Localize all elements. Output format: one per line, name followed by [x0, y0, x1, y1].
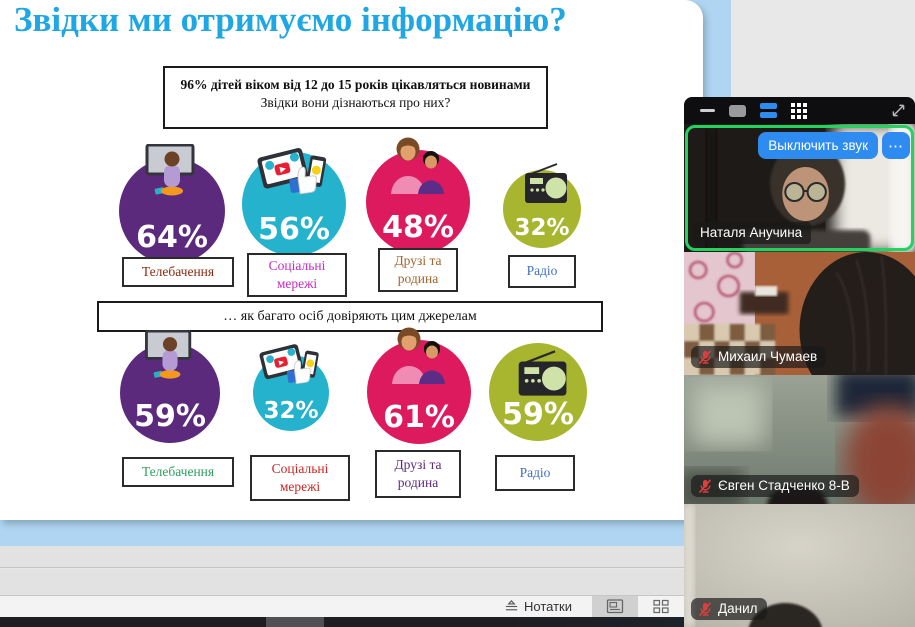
- expand-icon[interactable]: [890, 102, 907, 119]
- family-icon: [392, 327, 445, 384]
- stat-circle-family-r2: 61%: [367, 327, 471, 444]
- stat-circle-social-r2: 32%: [253, 343, 329, 431]
- stat-label-social-r2: Соціальні мережі: [250, 455, 350, 501]
- social-media-icon: [256, 146, 328, 196]
- normal-view-icon: [606, 599, 624, 614]
- notes-icon: [505, 600, 518, 611]
- participant-video-tile[interactable]: Михаил Чумаев: [684, 252, 915, 375]
- speaker-view-icon[interactable]: [729, 104, 746, 117]
- video-panel-toolbar: [684, 97, 915, 124]
- family-icon: [391, 137, 444, 194]
- participant-video-tile[interactable]: Данил: [684, 504, 915, 627]
- taskbar-app-button[interactable]: [266, 617, 324, 627]
- participant-name: Данил: [718, 601, 758, 616]
- video-feed: [684, 375, 915, 504]
- question-line1: 96% дітей віком від 12 до 15 років цікав…: [180, 77, 531, 92]
- stat-circle-social-r1: 56%: [242, 146, 346, 256]
- more-options-button[interactable]: ⋯: [882, 132, 910, 159]
- normal-view-button[interactable]: [592, 596, 638, 617]
- radio-icon: [517, 350, 568, 397]
- stat-label-tv-r1: Телебачення: [122, 257, 234, 287]
- radio-icon: [524, 163, 568, 204]
- participant-name-tag: Данил: [691, 598, 767, 620]
- mic-muted-icon: [698, 349, 712, 364]
- participant-video-tile[interactable]: Євген Стадченко 8-В: [684, 375, 915, 504]
- stat-value: 48%: [382, 210, 454, 245]
- participant-name: Наталя Анучина: [700, 225, 803, 240]
- stat-label-radio-r1: Радіо: [508, 255, 576, 288]
- stat-label-social-r1: Соціальні мережі: [247, 253, 347, 297]
- stat-value: 61%: [383, 400, 455, 435]
- stat-circle-radio-r1: 32%: [503, 163, 581, 248]
- notes-button[interactable]: Нотатки: [500, 596, 576, 617]
- stat-circle-radio-r2: 59%: [489, 343, 587, 441]
- gallery-grid-icon[interactable]: [791, 102, 807, 119]
- stat-label-radio-r2: Радіо: [495, 455, 575, 491]
- stat-label-family-r2: Друзі та родина: [375, 450, 461, 498]
- notes-label: Нотатки: [524, 599, 572, 614]
- stat-circle-family-r1: 48%: [366, 137, 470, 254]
- minimize-icon[interactable]: [700, 109, 715, 112]
- windows-taskbar: [0, 617, 915, 627]
- stat-value: 59%: [502, 397, 574, 432]
- stat-circle-tv-r1: 64%: [119, 144, 225, 264]
- slide-title: Звідки ми отримуємо інформацію?: [14, 0, 567, 39]
- participant-name: Євген Стадченко 8-В: [718, 478, 850, 493]
- question-box: 96% дітей віком від 12 до 15 років цікав…: [163, 66, 548, 129]
- zoom-video-panel: Выключить звук ⋯ Наталя Анучина: [684, 97, 915, 627]
- stat-value: 59%: [134, 399, 206, 434]
- participant-name: Михаил Чумаев: [718, 349, 818, 364]
- participant-name-tag: Євген Стадченко 8-В: [691, 475, 859, 497]
- tv-child-icon: [145, 330, 192, 381]
- participant-name-tag: Наталя Анучина: [693, 222, 812, 244]
- stat-value: 32%: [514, 215, 570, 241]
- participant-name-tag: Михаил Чумаев: [691, 346, 827, 368]
- mute-participant-button[interactable]: Выключить звук: [758, 132, 878, 159]
- participant-video-tile[interactable]: Выключить звук ⋯ Наталя Анучина: [684, 124, 915, 252]
- stat-label-tv-r2: Телебачення: [122, 457, 234, 487]
- stat-value: 56%: [258, 212, 330, 247]
- stat-circle-tv-r2: 59%: [120, 330, 220, 443]
- mic-muted-icon: [698, 601, 712, 616]
- social-media-icon: [258, 343, 320, 386]
- slide-sorter-icon: [653, 599, 669, 614]
- trust-caption-box: … як багато осіб довіряють цим джерелам: [97, 301, 603, 332]
- slide-sorter-button[interactable]: [638, 596, 684, 617]
- stat-label-family-r1: Друзі та родина: [378, 248, 458, 292]
- strip-view-icon[interactable]: [760, 103, 777, 118]
- slide-canvas[interactable]: Звідки ми отримуємо інформацію? 96% діте…: [0, 0, 703, 520]
- stat-value: 32%: [263, 398, 319, 424]
- stat-value: 64%: [136, 220, 208, 255]
- tv-child-icon: [145, 144, 195, 197]
- mic-muted-icon: [698, 478, 712, 493]
- question-line2: Звідки вони дізнаються про них?: [260, 95, 451, 110]
